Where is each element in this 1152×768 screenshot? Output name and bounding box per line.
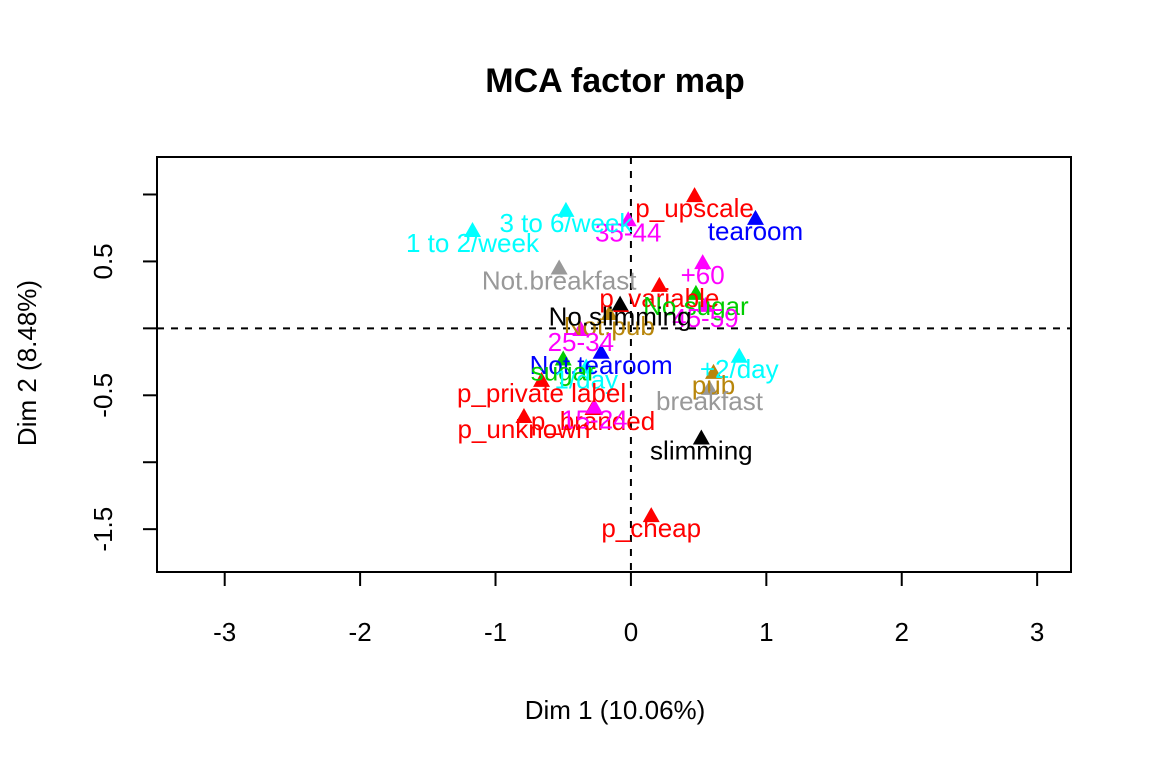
point-label: Not.tearoom bbox=[530, 350, 673, 380]
reference-lines bbox=[157, 157, 1071, 572]
point-label: p_upscale bbox=[635, 193, 754, 223]
point-marker bbox=[700, 379, 718, 395]
x-tick-label: 1 bbox=[759, 617, 773, 647]
x-axis-label: Dim 1 (10.06%) bbox=[525, 695, 706, 725]
point-label: sugar bbox=[531, 356, 596, 386]
plot-frame bbox=[156, 156, 1072, 573]
point-marker bbox=[554, 350, 572, 366]
point-marker bbox=[692, 429, 710, 445]
point-label: 15-24 bbox=[561, 405, 628, 435]
point-marker bbox=[611, 295, 629, 311]
chart-title: MCA factor map bbox=[485, 62, 744, 100]
point-label: No.sugar bbox=[643, 291, 749, 321]
x-tick-label: 2 bbox=[895, 617, 909, 647]
y-tick-label: -1.5 bbox=[88, 507, 118, 552]
point-label: 45-59 bbox=[672, 303, 739, 333]
point-label: tearoom bbox=[708, 216, 803, 246]
point-label: No.slimming bbox=[549, 302, 692, 332]
point-label: Not.breakfast bbox=[482, 265, 637, 295]
point-marker bbox=[694, 254, 712, 270]
point-marker bbox=[592, 343, 610, 359]
point-marker bbox=[515, 408, 533, 424]
point-label: 1 to 2/week bbox=[406, 228, 540, 258]
point-marker bbox=[730, 347, 748, 363]
point-label: p_cheap bbox=[601, 513, 701, 543]
point-marker bbox=[687, 284, 705, 300]
point-label: p_unknown bbox=[457, 414, 590, 444]
point-label: breakfast bbox=[656, 386, 764, 416]
point-marker bbox=[696, 296, 714, 312]
point-marker bbox=[550, 259, 568, 275]
point-marker bbox=[533, 371, 551, 387]
x-tick-label: -2 bbox=[349, 617, 372, 647]
point-marker bbox=[600, 304, 618, 320]
x-tick-label: 3 bbox=[1030, 617, 1044, 647]
x-tick-label: -3 bbox=[213, 617, 236, 647]
point-label: +2/day bbox=[700, 354, 779, 384]
point-marker bbox=[585, 398, 603, 414]
point-label: slimming bbox=[650, 435, 753, 465]
point-label: pub bbox=[692, 370, 735, 400]
point-marker bbox=[577, 358, 595, 374]
point-label: 35-44 bbox=[595, 217, 662, 247]
point-label: p_private label bbox=[457, 378, 626, 408]
point-marker bbox=[572, 321, 590, 337]
y-tick-label: -0.5 bbox=[88, 373, 118, 418]
x-tick-label: 0 bbox=[624, 617, 638, 647]
point-marker bbox=[705, 363, 723, 379]
point-label: p_variable bbox=[599, 283, 719, 313]
x-tick-label: -1 bbox=[484, 617, 507, 647]
y-axis-label: Dim 2 (8.48%) bbox=[12, 280, 42, 446]
point-label: 1/day bbox=[554, 365, 618, 395]
y-tick-label: 0.5 bbox=[88, 243, 118, 279]
point-marker bbox=[619, 211, 637, 227]
point-label: Not.pub bbox=[564, 311, 655, 341]
point-label: 25-34 bbox=[548, 327, 615, 357]
point-marker bbox=[557, 201, 575, 217]
point-marker bbox=[747, 209, 765, 225]
data-points bbox=[463, 187, 765, 523]
point-marker bbox=[642, 507, 660, 523]
point-label: +60 bbox=[681, 260, 725, 290]
point-label: 3 to 6/week bbox=[499, 208, 633, 238]
point-marker bbox=[686, 187, 704, 203]
point-marker bbox=[463, 221, 481, 237]
point-label: p_branded bbox=[531, 406, 655, 436]
point-marker bbox=[650, 276, 668, 292]
